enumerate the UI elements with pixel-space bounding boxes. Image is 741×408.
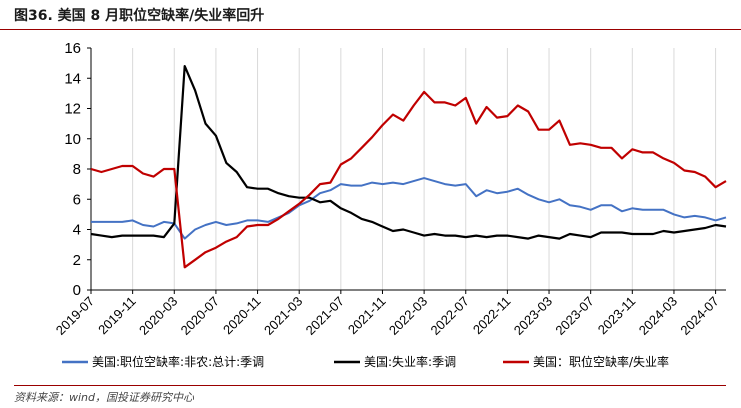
y-tick-label: 0 (73, 282, 81, 299)
x-tick-label: 2020-11 (220, 294, 264, 338)
x-tick-label: 2022-07 (428, 294, 472, 338)
x-tick-label: 2024-07 (677, 294, 721, 338)
series-line-2 (90, 64, 727, 240)
legend-label-2: 美国:失业率:季调 (364, 354, 456, 369)
y-tick-label: 4 (73, 222, 81, 239)
x-tick-label: 2021-07 (303, 294, 347, 338)
x-tick-label: 2021-03 (261, 294, 305, 338)
x-tick-label: 2024-03 (636, 294, 680, 338)
axis-layer: 0 2 4 6 8 10 12 14 16 2019-072019-112020-032020-0… (53, 40, 726, 338)
y-tick-label: 14 (64, 70, 81, 87)
x-tick-label: 2022-03 (386, 294, 430, 338)
chart-area: 0 2 4 6 8 10 12 14 16 2019-072019-112020-032020-0… (53, 40, 727, 369)
grid-layer (90, 48, 717, 290)
x-tick-label: 2019-07 (53, 294, 97, 338)
series-line-3 (90, 90, 727, 269)
series-line-1 (91, 177, 727, 240)
x-tick-label: 2023-03 (511, 294, 555, 338)
x-tick-label: 2020-07 (178, 294, 222, 338)
x-tick-label: 2019-11 (95, 294, 139, 338)
y-tick-label: 8 (73, 161, 81, 178)
y-tick-label: 16 (64, 40, 81, 57)
chart-title: 图36. 美国 8 月职位空缺率/失业率回升 (14, 8, 265, 24)
legend: 美国:职位空缺率:非农:总计:季调 美国:失业率:季调 美国：职位空缺率/失业率 (62, 354, 669, 369)
x-tick-label: 2023-11 (595, 294, 639, 338)
legend-label-3: 美国：职位空缺率/失业率 (533, 354, 669, 369)
x-tick-label: 2020-03 (136, 294, 180, 338)
x-tick-label: 2023-07 (552, 294, 596, 338)
source-note: 资料来源：wind，国投证券研究中心 (14, 385, 726, 405)
x-tick-label: 2021-11 (345, 294, 389, 338)
x-tick-label: 2022-11 (470, 294, 514, 338)
series-layer (90, 64, 727, 269)
y-tick-label: 2 (73, 252, 81, 269)
title-bar: 图36. 美国 8 月职位空缺率/失业率回升 (0, 0, 741, 30)
y-tick-label: 6 (73, 191, 81, 208)
legend-label-1: 美国:职位空缺率:非农:总计:季调 (92, 354, 264, 369)
y-tick-label: 10 (64, 131, 81, 148)
y-tick-label: 12 (64, 101, 81, 118)
